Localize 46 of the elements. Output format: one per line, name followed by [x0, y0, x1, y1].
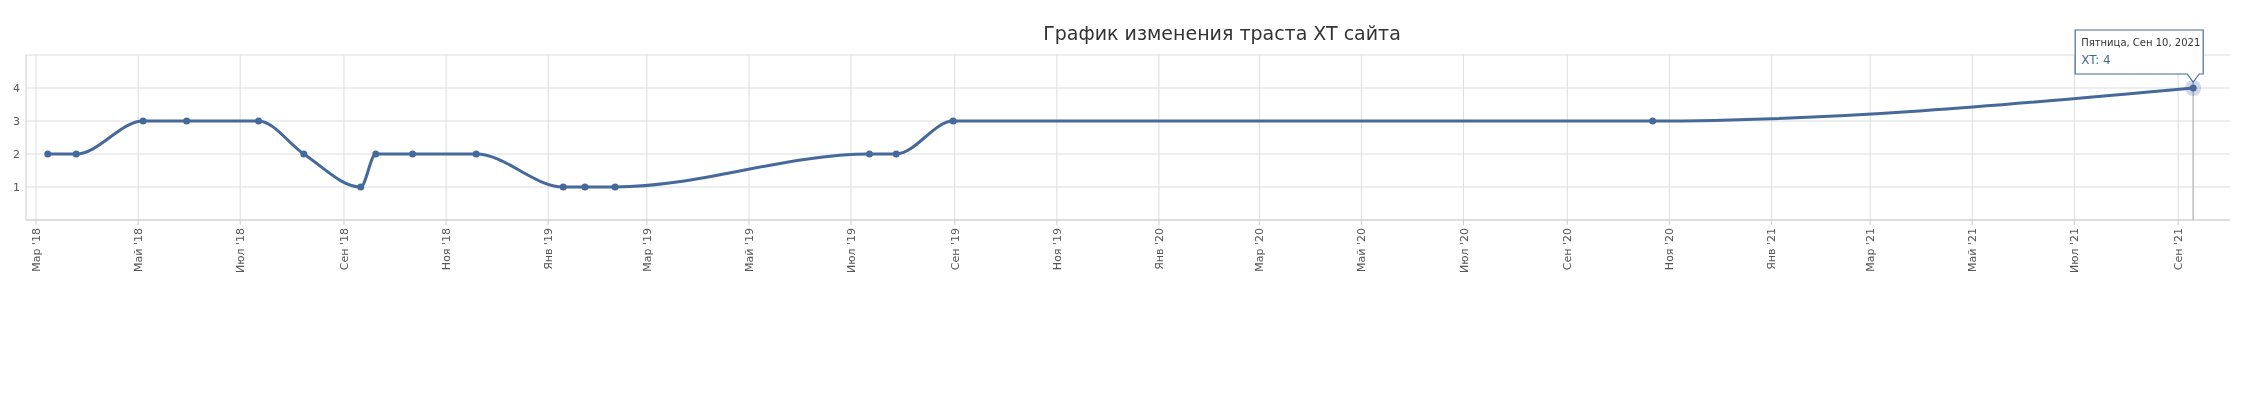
x-tick-label: Июл '20: [1457, 228, 1471, 274]
chart-title: График изменения траста XT сайта: [1043, 22, 1401, 44]
point: [559, 183, 567, 191]
y-tick-label: 1: [13, 181, 20, 194]
x-tick-label: Июл '19: [845, 228, 859, 274]
x-tick-label: Мар '21: [1864, 228, 1878, 272]
x-tick-label: Июл '21: [2068, 228, 2082, 274]
point: [255, 117, 263, 125]
point: [300, 150, 308, 158]
point: [44, 150, 52, 158]
text: Пятница, Сен 10, 2021: [2081, 37, 2201, 48]
x-tick-label: Сен '21: [2172, 228, 2186, 271]
y-tick-label: 4: [13, 82, 20, 95]
x-tick-label: Сен '18: [337, 228, 351, 271]
point: [357, 183, 365, 191]
point: [72, 150, 80, 158]
y-tick-label: 3: [13, 115, 20, 128]
x-tick-label: Янв '20: [1152, 228, 1166, 270]
x-tick-label: Ноя '19: [1050, 228, 1064, 271]
x-tick-label: Май '18: [132, 228, 146, 272]
point: [1649, 117, 1657, 125]
x-tick-label: Сен '19: [948, 228, 962, 271]
point: [472, 150, 480, 158]
x-tick-label: Ноя '18: [440, 228, 454, 271]
x-tick-label: Май '19: [742, 228, 756, 272]
x-tick-label: Май '20: [1355, 228, 1369, 272]
x-tick-label: Сен '20: [1561, 228, 1575, 271]
point: [949, 117, 957, 125]
y-tick-label: 2: [13, 148, 20, 161]
x-tick-label: Мар '19: [640, 228, 654, 272]
point: [409, 150, 417, 158]
x-tick-label: Ноя '20: [1663, 228, 1677, 271]
point: [183, 117, 191, 125]
point: [139, 117, 147, 125]
x-tick-label: Мар '20: [1253, 228, 1267, 272]
point: [865, 150, 873, 158]
point: [611, 183, 619, 191]
annotation: XT: 4: [2081, 53, 2111, 67]
x-tick-label: Май '21: [1966, 228, 1980, 272]
point: [581, 183, 589, 191]
point: [892, 150, 900, 158]
x-tick-label: Июл '18: [234, 228, 248, 274]
point: [372, 150, 380, 158]
x-tick-label: Мар '18: [30, 228, 44, 272]
x-tick-label: Янв '21: [1765, 228, 1779, 270]
x-tick-label: Янв '19: [542, 228, 556, 270]
